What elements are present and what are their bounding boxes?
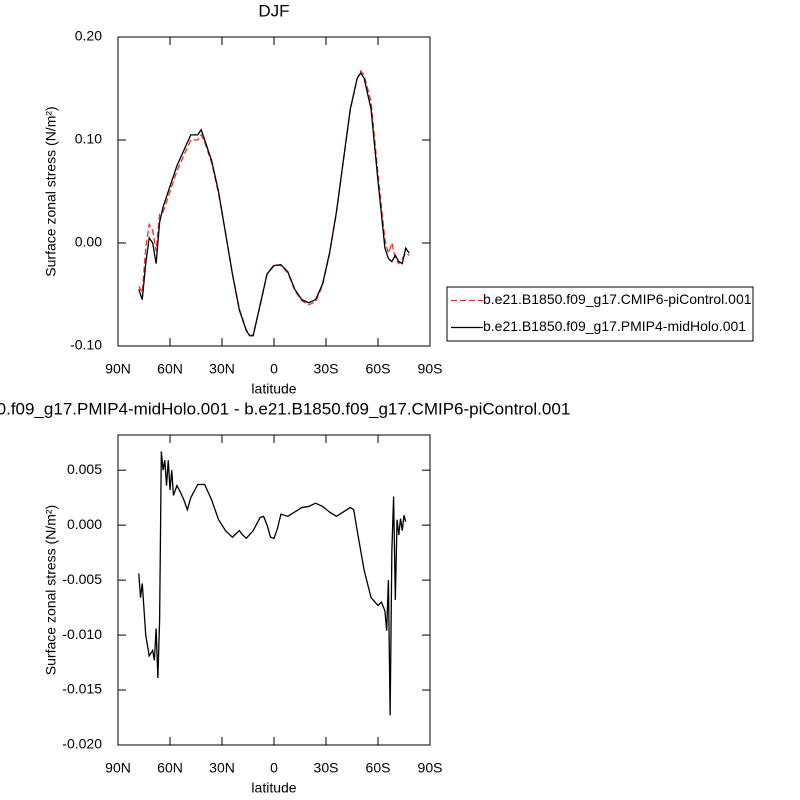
x-axis-label: latitude [251,780,296,796]
x-tick-label: 90S [418,361,443,377]
x-tick-label: 60N [157,760,183,776]
data-line [138,69,410,337]
y-tick-label: 0.10 [75,131,102,147]
x-tick-label: 90N [105,760,131,776]
x-tick-label: 90S [418,760,443,776]
x-tick-label: 0 [270,760,278,776]
y-tick-label: -0.015 [62,681,102,697]
data-line [138,71,410,337]
y-tick-label: 0.20 [75,28,102,44]
x-tick-label: 60S [366,760,391,776]
data-line [138,451,407,716]
x-tick-label: 0 [270,361,278,377]
x-tick-label: 60N [157,361,183,377]
y-tick-label: -0.005 [62,571,102,587]
y-tick-label: 0.00 [75,234,102,250]
chart-title: DJF [258,1,289,20]
y-tick-label: -0.020 [62,736,102,752]
y-tick-label: 0.000 [67,516,102,532]
x-tick-label: 90N [105,361,131,377]
x-tick-label: 60S [366,361,391,377]
y-tick-label: -0.010 [62,626,102,642]
x-axis-label: latitude [251,381,296,397]
plot-frame [117,434,431,746]
y-axis-label: Surface zonal stress (N/m²) [43,106,59,276]
y-tick-label: 0.005 [67,461,102,477]
x-tick-label: 30S [314,361,339,377]
x-tick-label: 30S [314,760,339,776]
chart-title: 850.f09_g17.PMIP4-midHolo.001 - b.e21.B1… [0,399,570,418]
x-tick-label: 30N [209,361,235,377]
y-tick-label: -0.10 [70,337,102,353]
legend-label: b.e21.B1850.f09_g17.PMIP4-midHolo.001 [483,318,746,334]
legend-box [446,286,754,342]
legend-label: b.e21.B1850.f09_g17.CMIP6-piControl.001 [483,291,752,307]
plot-frame [117,36,431,347]
y-axis-label: Surface zonal stress (N/m²) [43,505,59,675]
x-tick-label: 30N [209,760,235,776]
